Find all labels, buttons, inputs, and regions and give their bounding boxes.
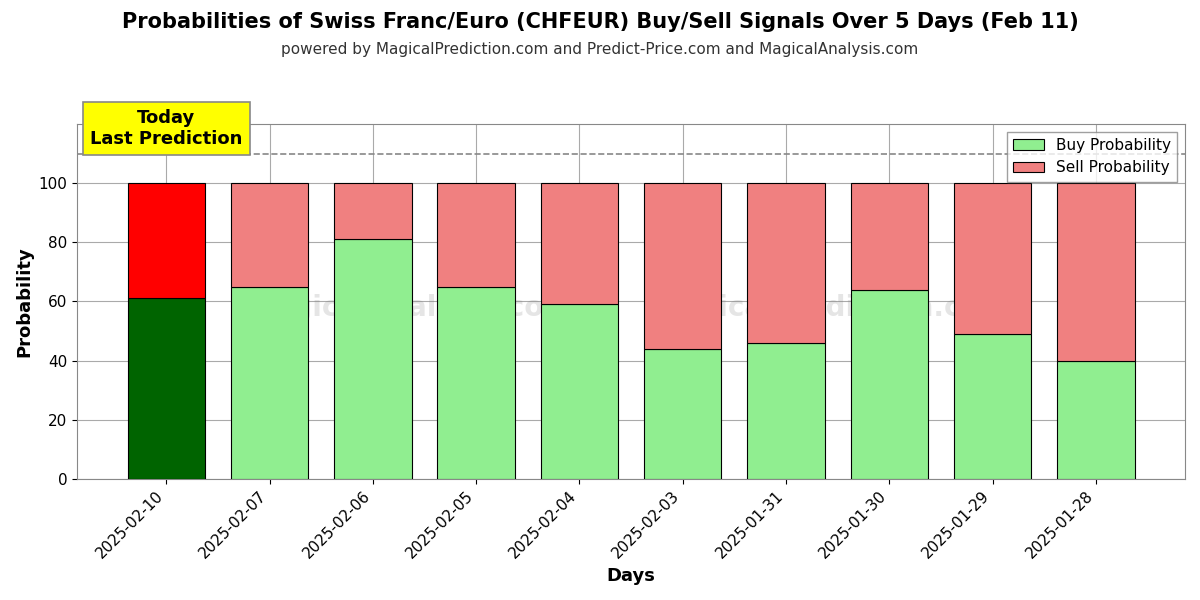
Bar	[748, 343, 824, 479]
Bar	[127, 298, 205, 479]
Bar	[644, 349, 721, 479]
Bar	[334, 183, 412, 239]
Bar	[127, 183, 205, 298]
Bar	[748, 183, 824, 343]
Text: MagicalPrediction.com: MagicalPrediction.com	[653, 295, 1009, 322]
Bar	[644, 183, 721, 349]
Text: Probabilities of Swiss Franc/Euro (CHFEUR) Buy/Sell Signals Over 5 Days (Feb 11): Probabilities of Swiss Franc/Euro (CHFEU…	[121, 12, 1079, 32]
Bar	[954, 334, 1031, 479]
Text: MagicalAnalysis.com: MagicalAnalysis.com	[246, 295, 572, 322]
Text: powered by MagicalPrediction.com and Predict-Price.com and MagicalAnalysis.com: powered by MagicalPrediction.com and Pre…	[281, 42, 919, 57]
Bar	[1057, 361, 1135, 479]
Bar	[1057, 183, 1135, 361]
Bar	[437, 183, 515, 287]
X-axis label: Days: Days	[607, 567, 655, 585]
Bar	[334, 239, 412, 479]
Bar	[437, 287, 515, 479]
Bar	[230, 183, 308, 287]
Bar	[230, 287, 308, 479]
Text: Today
Last Prediction: Today Last Prediction	[90, 109, 242, 148]
Legend: Buy Probability, Sell Probability: Buy Probability, Sell Probability	[1007, 131, 1177, 182]
Bar	[541, 304, 618, 479]
Bar	[851, 183, 928, 290]
Bar	[541, 183, 618, 304]
Bar	[954, 183, 1031, 334]
Y-axis label: Probability: Probability	[14, 246, 32, 357]
Bar	[851, 290, 928, 479]
